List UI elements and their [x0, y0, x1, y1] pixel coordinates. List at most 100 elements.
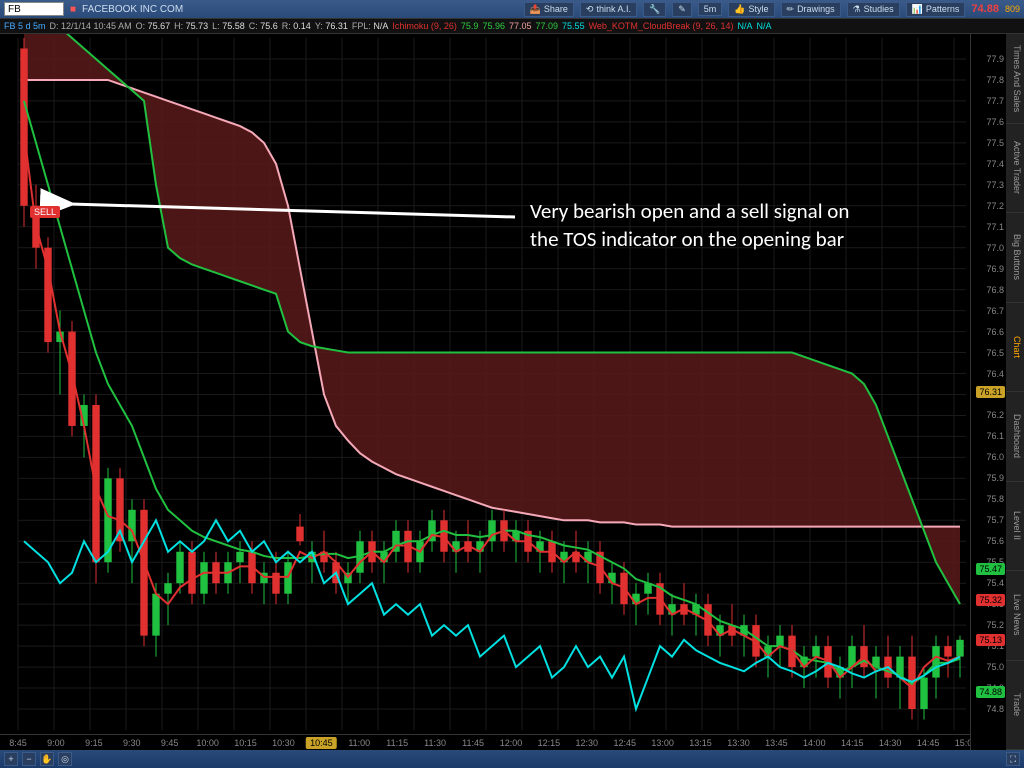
- chart-area: 2014 ©TD Ameritrade IP Company, Inc. fac…: [0, 34, 1024, 750]
- side-tab-times-and-sales[interactable]: Times And Sales: [1006, 34, 1024, 124]
- y-tick-label: 77.0: [986, 243, 1004, 253]
- y-tick-label: 76.9: [986, 264, 1004, 274]
- bottom-bar: + − ✋ ◎ ⛶: [0, 750, 1024, 768]
- chart-main[interactable]: 2014 ©TD Ameritrade IP Company, Inc. fac…: [0, 34, 970, 750]
- y-price-tag: 74.88: [976, 686, 1005, 698]
- drawings-button[interactable]: ✏ Drawings: [781, 2, 841, 17]
- style-button[interactable]: 👍 Style: [728, 2, 774, 17]
- date-label: D: 12/1/14 10:45 AM: [50, 21, 132, 31]
- timeframe-button[interactable]: 5m: [698, 2, 723, 16]
- side-tab-dashboard[interactable]: Dashboard: [1006, 392, 1024, 482]
- y-tick-label: 75.0: [986, 662, 1004, 672]
- x-tick-label: 8:45: [9, 738, 27, 748]
- x-tick-label: 12:45: [613, 738, 636, 748]
- x-tick-label: 10:30: [272, 738, 295, 748]
- quote-change: 809: [1005, 4, 1020, 14]
- x-axis: 8:45 9:00 9:15 9:30 9:45 10:00 10:15 10:30 10:45…: [0, 734, 970, 750]
- x-tick-label: 11:00: [348, 738, 370, 748]
- x-tick-label: 12:00: [500, 738, 523, 748]
- side-tab-live-news[interactable]: Live News: [1006, 571, 1024, 661]
- ind2-na2: N/A: [757, 21, 772, 31]
- y-tick-label: 77.2: [986, 201, 1004, 211]
- side-tab-chart[interactable]: Chart: [1006, 303, 1024, 393]
- share-button[interactable]: 📤 Share: [524, 2, 574, 17]
- side-tab-trade[interactable]: Trade: [1006, 661, 1024, 751]
- y-tick-label: 74.8: [986, 704, 1004, 714]
- x-tick-label: 11:45: [462, 738, 484, 748]
- y-price-tag: 75.47: [976, 563, 1005, 575]
- y-tick-label: 77.5: [986, 138, 1004, 148]
- ind1-v3: 77.09: [536, 21, 559, 31]
- info-bar: FB 5 d 5m D: 12/1/14 10:45 AM O: 75.67 H…: [0, 18, 1024, 34]
- x-tick-label: 14:00: [803, 738, 826, 748]
- x-tick-label: 13:00: [651, 738, 674, 748]
- y-tick-label: 75.4: [986, 578, 1004, 588]
- y-tick-label: 75.2: [986, 620, 1004, 630]
- x-tick-label: 14:45: [917, 738, 940, 748]
- x-tick-label: 13:15: [689, 738, 712, 748]
- fpl-label: FPL: N/A: [352, 21, 389, 31]
- title-bar: ■ FACEBOOK INC COM 📤 Share ⟲ think A.I. …: [0, 0, 1024, 18]
- x-tick-label: 12:15: [538, 738, 561, 748]
- x-tick-label: 14:30: [879, 738, 902, 748]
- y-tick-label: 77.8: [986, 75, 1004, 85]
- y-tick-label: 76.6: [986, 327, 1004, 337]
- x-time-tag: 10:45: [306, 737, 337, 749]
- x-tick-label: 14:15: [841, 738, 864, 748]
- x-tick-label: 10:15: [234, 738, 257, 748]
- studies-button[interactable]: ⚗ Studies: [847, 2, 900, 17]
- edit-icon[interactable]: ✎: [672, 2, 692, 17]
- y-tick-label: 75.7: [986, 515, 1004, 525]
- y-tick-label: 77.4: [986, 159, 1004, 169]
- side-tab-active-trader[interactable]: Active Trader: [1006, 124, 1024, 214]
- side-tab-big-buttons[interactable]: Big Buttons: [1006, 213, 1024, 303]
- x-tick-label: 9:45: [161, 738, 179, 748]
- side-tab-level-ii[interactable]: Level II: [1006, 482, 1024, 572]
- company-name: FACEBOOK INC COM: [82, 4, 183, 15]
- close-label: C: 75.6: [249, 21, 278, 31]
- y-price-tag: 76.31: [976, 386, 1005, 398]
- expand-icon[interactable]: ⛶: [1006, 752, 1020, 766]
- y-price-tag: 75.13: [976, 634, 1005, 646]
- y-axis: 74.874.975.075.175.275.375.475.575.675.7…: [970, 34, 1006, 750]
- open-label: O: 75.67: [136, 21, 171, 31]
- x-tick-label: 9:30: [123, 738, 141, 748]
- side-tabs: Times And SalesActive TraderBig ButtonsC…: [1006, 34, 1024, 750]
- x-tick-label: 9:15: [85, 738, 103, 748]
- ind1-v4: 75.55: [562, 21, 585, 31]
- x-tick-label: 10:00: [196, 738, 219, 748]
- y-tick-label: 76.2: [986, 410, 1004, 420]
- ind1-v1: 75.96: [482, 21, 505, 31]
- x-tick-label: 12:30: [576, 738, 599, 748]
- y-tick-label: 76.1: [986, 431, 1004, 441]
- ind1-v0: 75.9: [461, 21, 479, 31]
- y-tick-label: 75.8: [986, 494, 1004, 504]
- ind1-v2: 77.05: [509, 21, 532, 31]
- x-tick-label: 13:30: [727, 738, 750, 748]
- reload-icon[interactable]: ■: [70, 4, 76, 15]
- y-tick-label: 75.6: [986, 536, 1004, 546]
- ind2-na: N/A: [737, 21, 752, 31]
- x-tick-label: 9:00: [47, 738, 65, 748]
- range-label: R: 0.14: [282, 21, 311, 31]
- timeframe-label: FB 5 d 5m: [4, 21, 46, 31]
- symbol-input[interactable]: [4, 2, 64, 16]
- tool-icon[interactable]: 🔧: [643, 2, 666, 17]
- indicator1-name: Ichimoku (9, 26): [392, 21, 457, 31]
- y-tick-label: 76.8: [986, 285, 1004, 295]
- think-ai-button[interactable]: ⟲ think A.I.: [580, 2, 637, 17]
- target-icon[interactable]: ◎: [58, 752, 72, 766]
- y-tick-label: 76.4: [986, 369, 1004, 379]
- hand-icon[interactable]: ✋: [40, 752, 54, 766]
- chart-canvas: [0, 34, 970, 734]
- indicator2-name: Web_KOTM_CloudBreak (9, 26, 14): [589, 21, 734, 31]
- y-tick-label: 76.7: [986, 306, 1004, 316]
- zoom-out-icon[interactable]: −: [22, 752, 36, 766]
- zoom-in-icon[interactable]: +: [4, 752, 18, 766]
- annotation-text: Very bearish open and a sell signal on t…: [530, 197, 849, 254]
- y-tick-label: 76.0: [986, 452, 1004, 462]
- patterns-button[interactable]: 📊 Patterns: [906, 2, 966, 17]
- y-tick-label: 77.1: [986, 222, 1004, 232]
- y-tick-label: 77.9: [986, 54, 1004, 64]
- y-tick-label: 77.6: [986, 117, 1004, 127]
